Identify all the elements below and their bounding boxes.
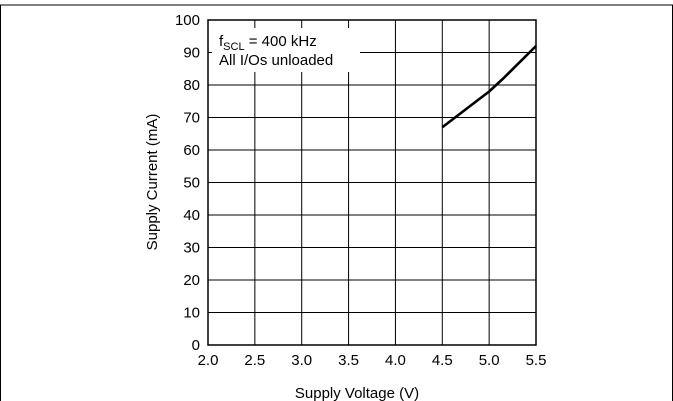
annotation-box — [212, 28, 360, 72]
x-tick-label-2.0: 2.0 — [198, 352, 219, 369]
y-tick-label-60: 60 — [183, 142, 200, 159]
y-tick-label-80: 80 — [183, 77, 200, 94]
y-tick-label-30: 30 — [183, 240, 200, 257]
x-tick-label-5.5: 5.5 — [526, 352, 547, 369]
y-tick-label-50: 50 — [183, 175, 200, 192]
series-group — [441, 45, 537, 129]
x-axis-title: Supply Voltage (V) — [295, 385, 419, 401]
plot-border — [207, 19, 537, 346]
y-tick-label-40: 40 — [183, 207, 200, 224]
x-tick-label-3.5: 3.5 — [338, 352, 359, 369]
x-tick-label-5.0: 5.0 — [479, 352, 500, 369]
annotation-line-2: All I/Os unloaded — [219, 52, 333, 69]
series-line-0 — [441, 45, 537, 129]
x-tick-label-4.0: 4.0 — [385, 352, 406, 369]
x-tick-label-4.5: 4.5 — [432, 352, 453, 369]
y-tick-label-70: 70 — [183, 110, 200, 127]
y-tick-label-10: 10 — [183, 305, 200, 322]
x-tick-label-3.0: 3.0 — [291, 352, 312, 369]
y-tick-label-20: 20 — [183, 272, 200, 289]
y-tick-label-0: 0 — [192, 337, 200, 354]
y-axis-title: Supply Current (mA) — [144, 114, 161, 251]
y-tick-label-90: 90 — [183, 45, 200, 62]
x-tick-label-2.5: 2.5 — [244, 352, 265, 369]
y-tick-labels: 0 10 20 30 40 50 60 70 80 90 100 — [175, 12, 200, 354]
x-tick-labels: 2.0 2.5 3.0 3.5 4.0 4.5 5.0 5.5 — [198, 352, 547, 369]
annotation-line-1: fSCL = 400 kHz — [219, 33, 317, 53]
grid — [207, 19, 537, 346]
y-tick-label-100: 100 — [175, 12, 200, 29]
